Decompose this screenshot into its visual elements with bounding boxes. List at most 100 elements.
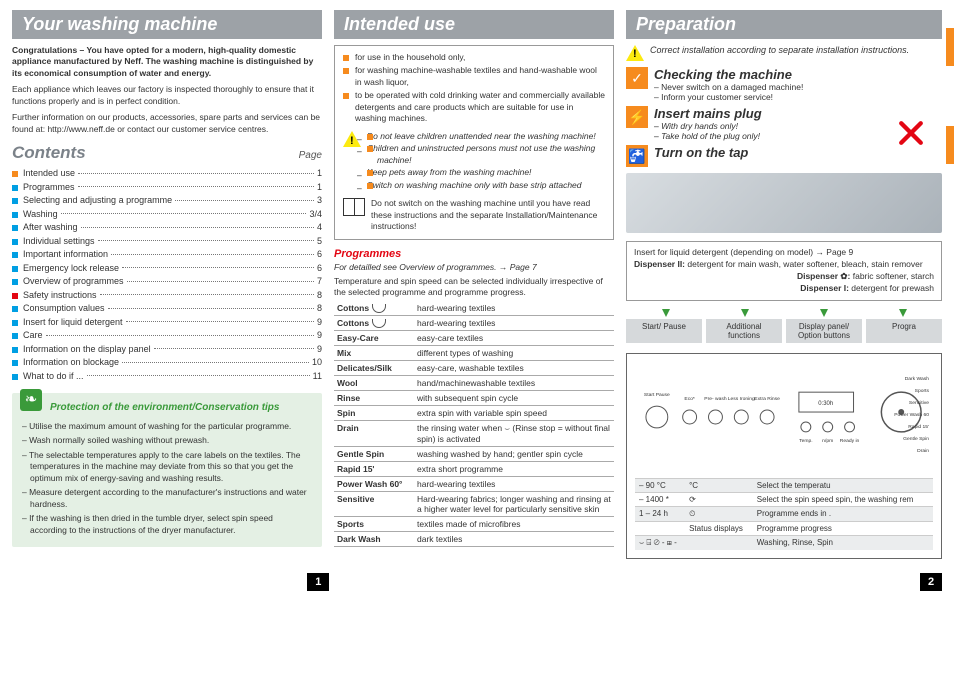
prog-desc: hard-wearing textiles <box>414 301 614 316</box>
prog-desc: washing washed by hand; gentler spin cyc… <box>414 447 614 462</box>
prog-desc: dark textiles <box>414 532 614 547</box>
prog-desc: extra short programme <box>414 462 614 477</box>
panel-side-table: – 90 °C°CSelect the temperatu– 1400 *⟳Se… <box>635 478 933 550</box>
table-row: Mixdifferent types of washing <box>334 346 614 361</box>
leaf-icon: ❧ <box>20 389 42 411</box>
svg-text:Gentle Spin: Gentle Spin <box>903 435 929 441</box>
prog-name: Mix <box>334 346 414 361</box>
prog-desc: the rinsing water when ⌣ (Rinse stop = w… <box>414 421 614 447</box>
dispenser-intro: Insert for liquid detergent (depending o… <box>634 247 934 259</box>
svg-text:Start Pause: Start Pause <box>644 392 670 398</box>
prog-name: Spin <box>334 406 414 421</box>
toc-item: Safety instructions8 <box>12 289 322 303</box>
svg-text:Pre- wash: Pre- wash <box>704 396 727 402</box>
bullet-icon <box>12 293 18 299</box>
col-right: Preparation Correct installation accordi… <box>626 10 942 559</box>
prog-desc: extra spin with variable spin speed <box>414 406 614 421</box>
prog-desc: with subsequent spin cycle <box>414 391 614 406</box>
toc-text: Intended use <box>23 167 75 181</box>
book-text: Do not switch on the washing machine unt… <box>371 198 605 232</box>
table-row: 1 – 24 h⏲Programme ends in . <box>635 506 933 521</box>
panel-svg: Start Pause Eco*Pre- washLess IroningExt… <box>635 362 933 472</box>
bullet-icon <box>12 212 18 218</box>
x-icon <box>898 120 924 146</box>
cell: ⏲ <box>685 506 753 521</box>
toc-text: After washing <box>23 221 78 235</box>
panel-header-cell: Additional functions <box>706 319 782 343</box>
prog-name: Rapid 15' <box>334 462 414 477</box>
table-row: Drainthe rinsing water when ⌣ (Rinse sto… <box>334 421 614 447</box>
toc-text: What to do if ... <box>23 370 84 384</box>
eco-list: Utilise the maximum amount of washing fo… <box>22 421 312 536</box>
cell: Washing, Rinse, Spin <box>753 535 933 550</box>
eco-item: If the washing is then dried in the tumb… <box>22 513 312 536</box>
svg-text:Temp.: Temp. <box>799 437 813 443</box>
banner-right: Preparation <box>626 10 942 39</box>
prog-desc: easy-care textiles <box>414 331 614 346</box>
svg-text:Sensitive: Sensitive <box>909 400 929 406</box>
table-row: Easy-Careeasy-care textiles <box>334 331 614 346</box>
svg-text:Eco*: Eco* <box>684 396 695 402</box>
step-items: Never switch on a damaged machine!Inform… <box>654 82 803 102</box>
eco-box: ❧ Protection of the environment/Conserva… <box>12 393 322 547</box>
table-row: Rapid 15'extra short programme <box>334 462 614 477</box>
toc-list: Intended use1Programmes1Selecting and ad… <box>12 167 322 383</box>
svg-text:Drain: Drain <box>917 447 929 453</box>
toc-page: 1 <box>317 167 322 181</box>
table-row: – 90 °C°CSelect the temperatu <box>635 478 933 492</box>
table-row: Delicates/Silkeasy-care, washable textil… <box>334 361 614 376</box>
prog-name: Dark Wash <box>334 532 414 547</box>
intended-item: to be operated with cold drinking water … <box>343 90 605 124</box>
prog-name: Wool <box>334 376 414 391</box>
warn-item: Do not leave children unattended near th… <box>367 131 605 142</box>
toc-text: Individual settings <box>23 235 95 249</box>
panel-header-cell: Progra <box>866 319 942 343</box>
prog-name: Sports <box>334 517 414 532</box>
prog-desc: Hard-wearing fabrics; longer washing and… <box>414 492 614 517</box>
eco-item: Utilise the maximum amount of washing fo… <box>22 421 312 432</box>
toc-text: Consumption values <box>23 302 105 316</box>
step-icon: ✓ <box>626 67 648 89</box>
eco-item: Measure detergent according to the manuf… <box>22 487 312 510</box>
toc-item: Washing3/4 <box>12 208 322 222</box>
svg-text:Extra Rinse: Extra Rinse <box>754 396 780 402</box>
toc-text: Overview of programmes <box>23 275 124 289</box>
toc-page: 11 <box>313 370 322 384</box>
programmes-heading: Programmes <box>334 248 614 260</box>
cell: Programme progress <box>753 521 933 535</box>
bullet-icon <box>12 198 18 204</box>
toc-item: Overview of programmes 7 <box>12 275 322 289</box>
panel-header: Start/ PauseAdditional functionsDisplay … <box>626 319 942 343</box>
toc-item: Intended use 1 <box>12 167 322 181</box>
banner-left: Your washing machine <box>12 10 322 39</box>
bullet-icon <box>12 225 18 231</box>
table-row: Spinextra spin with variable spin speed <box>334 406 614 421</box>
cell: Select the spin speed spin, the washing … <box>753 492 933 506</box>
prep-step: ✓ Checking the machineNever switch on a d… <box>626 67 942 102</box>
intended-list: for use in the household only,for washin… <box>343 52 605 125</box>
table-row: Cottons hard-wearing textiles <box>334 301 614 316</box>
prog-name: Sensitive <box>334 492 414 517</box>
prog-desc: different types of washing <box>414 346 614 361</box>
warn-list: Do not leave children unattended near th… <box>367 131 605 192</box>
eco-title: Protection of the environment/Conservati… <box>50 401 312 415</box>
toc-text: Washing <box>23 208 58 222</box>
table-row: Cottons hard-wearing textiles <box>334 315 614 330</box>
table-row: – 1400 *⟳Select the spin speed spin, the… <box>635 492 933 506</box>
svg-text:Ready in: Ready in <box>840 437 860 443</box>
toc-page: 8 <box>317 289 322 303</box>
step-title: Checking the machine <box>654 67 803 82</box>
bullet-icon <box>12 185 18 191</box>
toc-page: 4 <box>317 221 322 235</box>
toc-text: Selecting and adjusting a programme <box>23 194 172 208</box>
prog-name: Gentle Spin <box>334 447 414 462</box>
toc-page: 7 <box>317 275 322 289</box>
toc-page: 6 <box>317 262 322 276</box>
toc-page: 6 <box>317 248 322 262</box>
bullet-icon <box>12 320 18 326</box>
table-row: Status displaysProgramme progress <box>635 521 933 535</box>
toc-page: 9 <box>317 343 322 357</box>
toc-item: Selecting and adjusting a programme3 <box>12 194 322 208</box>
install-note: Correct installation according to separa… <box>650 45 909 55</box>
edge-tabs <box>946 28 954 164</box>
